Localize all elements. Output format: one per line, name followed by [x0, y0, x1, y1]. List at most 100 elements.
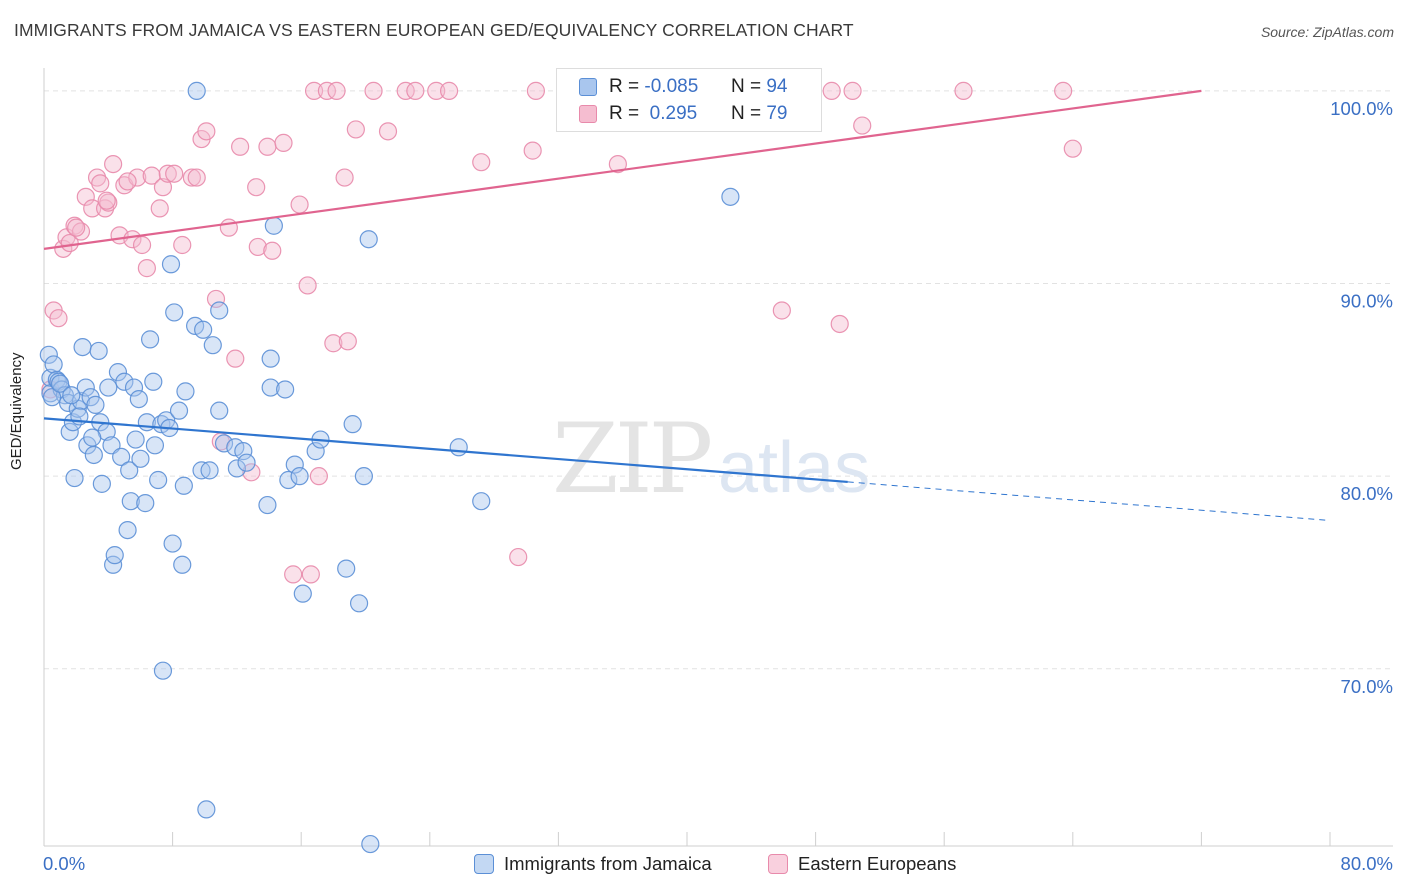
jamaica-point	[44, 355, 63, 374]
jamaica-point	[65, 468, 84, 488]
eastern-europeans-point	[346, 120, 365, 139]
y-tick-label-90: 90.0%	[1341, 291, 1393, 312]
r-value: 0.295	[644, 103, 698, 124]
eastern-europeans-point	[309, 467, 328, 486]
eastern-europeans-point	[526, 81, 545, 100]
jamaica-point	[361, 834, 380, 854]
jamaica-point	[126, 430, 145, 449]
jamaica-point	[169, 401, 189, 420]
legend-item-jamaica[interactable]: Immigrants from Jamaica	[474, 851, 712, 877]
jamaica-point	[343, 415, 362, 434]
jamaica-point	[108, 363, 128, 382]
jamaica-point	[176, 382, 195, 401]
y-tick-label-70: 70.0%	[1341, 676, 1393, 697]
jamaica-point	[60, 422, 79, 441]
jamaica-point	[200, 461, 219, 480]
eastern-europeans-point	[182, 168, 201, 187]
eastern-europeans-point	[335, 168, 354, 187]
swatch-jamaica	[579, 78, 597, 96]
jamaica-point	[261, 378, 280, 397]
jamaica-point	[161, 255, 181, 274]
x-tick-label-max: 80.0%	[1341, 853, 1393, 874]
jamaica-point	[144, 372, 163, 391]
eastern-europeans-point	[822, 81, 841, 100]
watermark: ZIP atlas	[552, 403, 870, 515]
x-tick-label-min: 0.0%	[43, 853, 85, 874]
eastern-europeans-point	[523, 141, 542, 160]
jamaica-point	[99, 378, 118, 397]
y-tick-labels: 70.0% 80.0% 90.0% 100.0%	[1330, 98, 1393, 697]
watermark-zip: ZIP	[552, 403, 711, 515]
y-axis-label: GED/Equivalency	[8, 352, 25, 470]
grid-lines	[44, 90, 1390, 670]
legend-swatch-eastern-europeans	[768, 854, 788, 874]
r-value: -0.085	[644, 76, 699, 97]
eastern-europeans-point	[301, 565, 320, 584]
eastern-europeans-point	[123, 230, 142, 249]
eastern-europeans-point	[853, 116, 872, 135]
eastern-europeans-point	[91, 174, 110, 193]
eastern-europeans-point	[231, 137, 250, 156]
jamaica-point	[76, 378, 95, 397]
eastern-europeans-point	[118, 172, 137, 191]
stats-row-eastern-europeans: R = 0.295 N = 79	[579, 102, 787, 126]
trend-line-jamaica-extension	[847, 481, 1331, 521]
trend-line-jamaica	[43, 417, 848, 484]
n-label: N =	[730, 103, 762, 124]
jamaica-point	[50, 374, 70, 393]
jamaica-point	[83, 428, 102, 447]
eastern-europeans-point	[247, 178, 266, 197]
jamaica-point	[279, 470, 298, 490]
stats-row-jamaica: R = -0.085 N = 94	[579, 75, 787, 99]
jamaica-point	[149, 470, 168, 490]
eastern-europeans-point	[76, 187, 95, 206]
jamaica-point	[721, 187, 740, 206]
jamaica-point	[131, 449, 150, 468]
eastern-europeans-point	[439, 81, 459, 100]
jamaica-point	[276, 380, 295, 399]
jamaica-point	[84, 445, 103, 465]
eastern-europeans-point	[153, 178, 173, 197]
jamaica-point	[354, 467, 373, 486]
y-tick-label-100: 100.0%	[1330, 98, 1393, 119]
trend-lines	[43, 89, 1331, 521]
jamaica-point	[227, 459, 246, 478]
jamaica-point	[293, 584, 312, 603]
eastern-europeans-point	[263, 241, 282, 260]
jamaica-point	[261, 349, 280, 368]
eastern-europeans-point	[290, 195, 309, 214]
eastern-europeans-point	[1054, 81, 1073, 100]
jamaica-point	[39, 345, 58, 364]
eastern-europeans-point	[137, 259, 156, 278]
jamaica-point	[449, 438, 468, 457]
r-label: R =	[609, 76, 640, 97]
eastern-europeans-point	[327, 81, 346, 100]
jamaica-point	[140, 330, 160, 349]
legend-item-eastern-europeans[interactable]: Eastern Europeans	[768, 851, 956, 877]
n-value: 94	[766, 76, 788, 97]
jamaica-point	[210, 401, 229, 420]
jamaica-point	[349, 594, 369, 613]
eastern-europeans-point	[772, 301, 791, 320]
eastern-europeans-point	[304, 81, 324, 100]
jamaica-point	[337, 559, 356, 578]
jamaica-point	[115, 372, 134, 391]
eastern-europeans-point	[83, 199, 102, 218]
jamaica-point	[290, 467, 309, 486]
jamaica-point	[210, 301, 229, 320]
n-value: 79	[766, 103, 788, 124]
y-tick-label-80: 80.0%	[1341, 483, 1393, 504]
trend-line-eastern-europeans	[43, 89, 1202, 250]
eastern-europeans-point	[132, 235, 152, 255]
eastern-europeans-point	[608, 154, 627, 174]
eastern-europeans-point	[338, 332, 357, 351]
eastern-europeans-point	[226, 349, 245, 368]
eastern-europeans-point	[324, 334, 343, 353]
jamaica-point	[112, 447, 131, 466]
watermark-atlas: atlas	[718, 428, 870, 508]
legend-swatch-jamaica	[474, 854, 494, 874]
jamaica-point	[203, 336, 222, 355]
jamaica-point	[214, 434, 234, 453]
eastern-europeans-point	[197, 122, 216, 141]
jamaica-point	[173, 555, 192, 574]
